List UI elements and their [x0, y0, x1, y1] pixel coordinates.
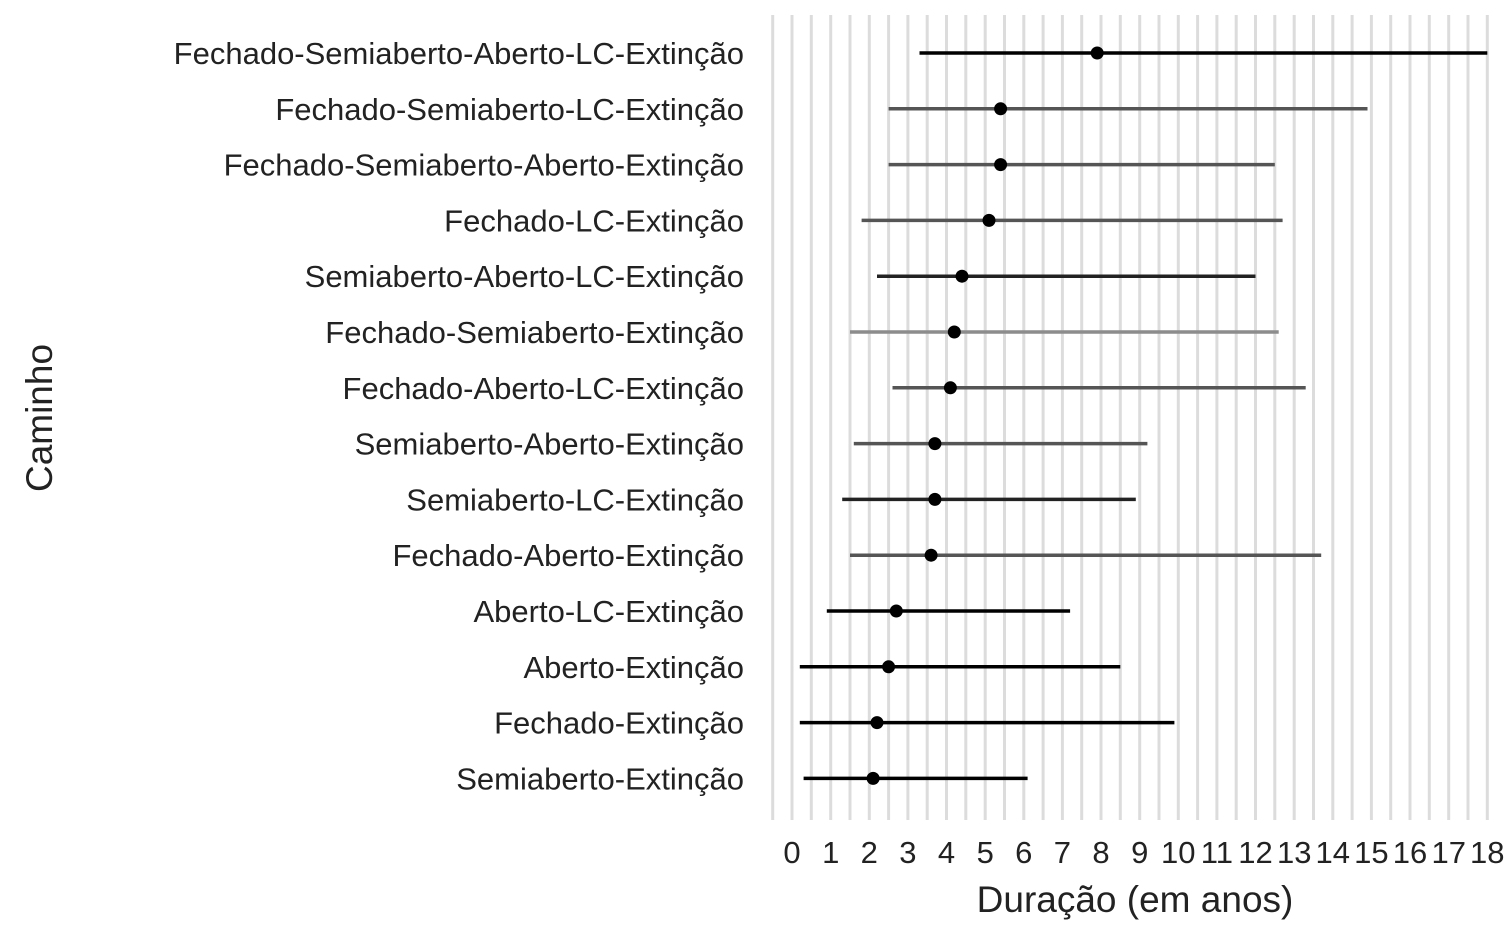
- category-label: Semiaberto-LC-Extinção: [406, 482, 744, 517]
- category-label: Fechado-Semiaberto-Aberto-Extinção: [224, 148, 744, 183]
- estimate-point: [955, 269, 969, 283]
- estimate-point: [924, 548, 938, 562]
- category-label: Fechado-Aberto-LC-Extinção: [343, 371, 744, 406]
- category-label: Fechado-Aberto-Extinção: [392, 538, 744, 573]
- category-label: Aberto-LC-Extinção: [473, 594, 744, 629]
- estimate-point: [928, 492, 942, 506]
- x-tick-label: 2: [861, 835, 878, 870]
- category-label: Semiaberto-Aberto-Extinção: [355, 427, 744, 462]
- x-tick-labels: 0 1 2 3 4 5 6 7 8 9 10 11 12 13 14 15 16 17 18: [783, 835, 1504, 870]
- estimate-point: [928, 437, 942, 451]
- estimate-point: [994, 158, 1008, 172]
- x-tick-label: 18: [1470, 835, 1504, 870]
- category-label: Fechado-Semiaberto-Extinção: [325, 315, 744, 350]
- x-tick-label: 13: [1277, 835, 1311, 870]
- x-axis-title: Duração (em anos): [977, 879, 1294, 920]
- category-label: Semiaberto-Aberto-LC-Extinção: [305, 259, 744, 294]
- category-label: Fechado-Semiaberto-LC-Extinção: [275, 92, 744, 127]
- x-tick-label: 6: [1015, 835, 1032, 870]
- x-tick-label: 8: [1092, 835, 1109, 870]
- category-label: Fechado-Semiaberto-Aberto-LC-Extinção: [174, 36, 744, 71]
- x-tick-label: 10: [1161, 835, 1195, 870]
- category-label: Fechado-LC-Extinção: [444, 203, 744, 238]
- x-tick-label: 3: [899, 835, 916, 870]
- interval-lines: [799, 51, 1488, 781]
- x-tick-label: 9: [1131, 835, 1148, 870]
- estimate-point: [943, 381, 957, 395]
- category-label: Semiaberto-Extinção: [456, 761, 744, 796]
- x-tick-label: 17: [1431, 835, 1465, 870]
- estimate-point: [982, 213, 996, 227]
- x-tick-label: 11: [1201, 835, 1233, 870]
- estimate-point: [882, 660, 896, 674]
- grid-lines: [771, 15, 1489, 820]
- estimate-point: [866, 771, 880, 785]
- category-label: Aberto-Extinção: [523, 650, 744, 685]
- x-tick-label: 1: [822, 835, 839, 870]
- x-tick-label: 5: [977, 835, 994, 870]
- estimate-point: [889, 604, 903, 618]
- x-tick-label: 12: [1238, 835, 1272, 870]
- estimate-points: [866, 46, 1104, 785]
- x-tick-label: 0: [783, 835, 800, 870]
- estimate-point: [870, 716, 884, 730]
- estimate-point: [1090, 46, 1104, 60]
- estimate-point: [947, 325, 961, 339]
- category-label: Fechado-Extinção: [494, 706, 744, 741]
- x-tick-label: 16: [1393, 835, 1427, 870]
- category-labels: Fechado-Semiaberto-Aberto-LC-Extinção Fec…: [174, 36, 744, 796]
- y-axis-title: Caminho: [19, 344, 60, 492]
- x-tick-label: 4: [938, 835, 955, 870]
- x-tick-label: 15: [1354, 835, 1388, 870]
- x-tick-label: 14: [1316, 835, 1350, 870]
- x-tick-label: 7: [1054, 835, 1071, 870]
- estimate-point: [994, 102, 1008, 116]
